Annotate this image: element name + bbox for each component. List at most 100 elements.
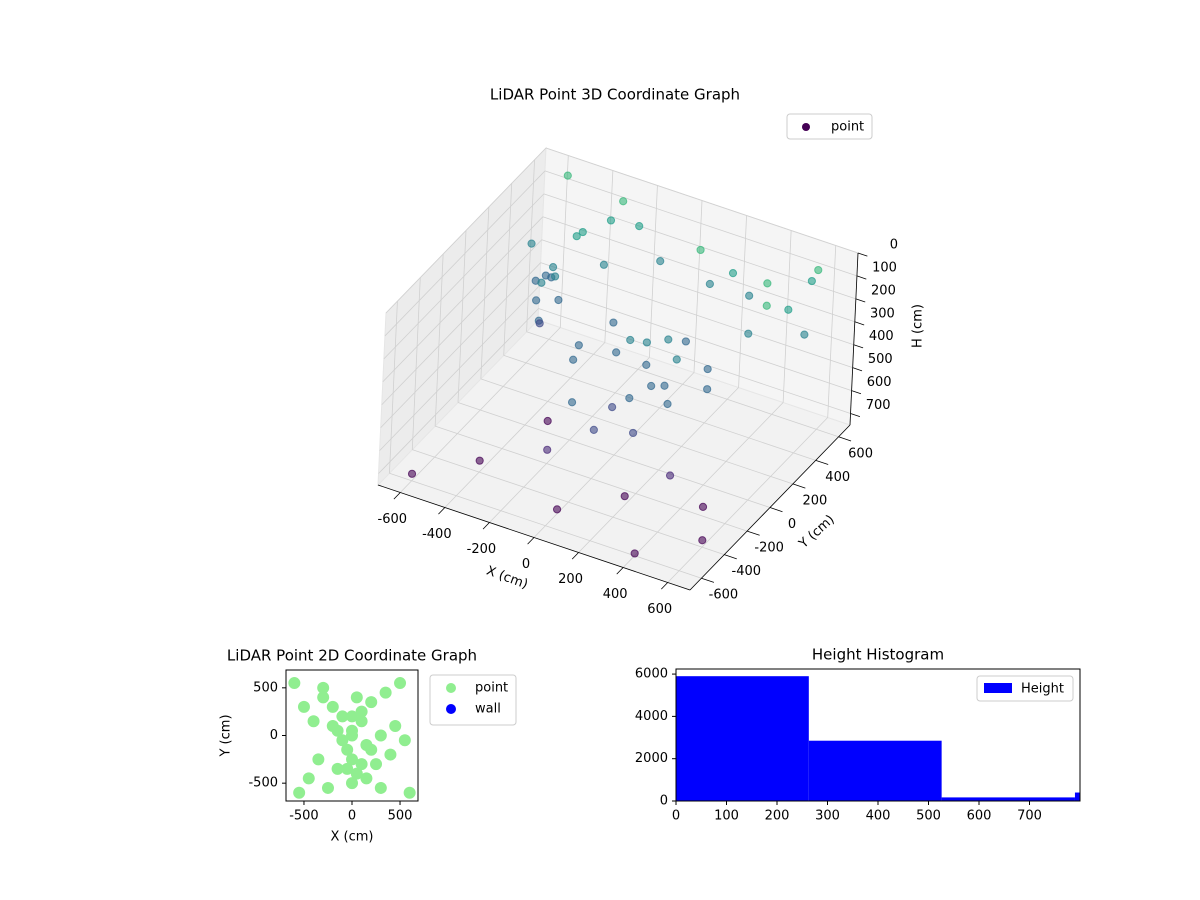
y-tick-label: 200: [802, 493, 827, 508]
grid-line: [379, 285, 540, 451]
x-tick-label: 500: [388, 809, 413, 824]
point: [532, 296, 541, 305]
y-tick: [792, 483, 806, 489]
point: [663, 399, 672, 409]
y-tick-label: -500: [248, 776, 278, 791]
point: [698, 536, 707, 545]
point: [407, 469, 417, 478]
z-tick: [854, 321, 865, 326]
point: [346, 777, 358, 790]
point: [814, 265, 823, 275]
grid-line: [542, 216, 855, 323]
y-tick-label: -600: [709, 588, 739, 603]
grid-line: [382, 216, 544, 383]
y-tick-label: 0: [270, 728, 278, 743]
grid-line: [538, 308, 851, 414]
point: [346, 729, 358, 742]
point: [681, 337, 690, 346]
x-tick-label: 600: [967, 809, 992, 824]
grid-line: [384, 170, 546, 337]
y-tick: [769, 507, 783, 513]
grid-line: [604, 170, 614, 343]
point: [535, 319, 544, 328]
x-tick: [571, 552, 579, 560]
point: [578, 227, 587, 237]
grid-line: [544, 170, 858, 277]
legend-marker: [446, 704, 456, 714]
x-tick-label: 500: [916, 809, 941, 824]
point: [642, 360, 651, 369]
z-tick-label: 500: [868, 352, 893, 367]
z-tick-label: 700: [866, 398, 891, 413]
point: [660, 381, 669, 390]
x-tick-label: -200: [467, 542, 497, 557]
point: [346, 710, 358, 723]
z-axis-label: H (cm): [911, 304, 926, 348]
point: [331, 762, 344, 775]
point: [321, 781, 334, 794]
point: [572, 232, 581, 241]
point: [665, 471, 675, 480]
y-tick: [838, 436, 852, 442]
point: [630, 549, 639, 558]
point: [552, 505, 562, 514]
point: [628, 428, 638, 438]
grid-line: [412, 449, 725, 556]
y-tick-label: 0: [660, 794, 668, 809]
z-tick: [856, 275, 867, 280]
x-tick-label: 300: [815, 809, 840, 824]
point: [341, 743, 354, 756]
x-tick-label: -600: [378, 512, 408, 527]
x-tick-label: 0: [672, 809, 680, 824]
point: [302, 772, 315, 785]
point: [762, 301, 771, 310]
point: [288, 677, 301, 690]
point: [527, 239, 536, 248]
grid-line: [381, 239, 543, 406]
x-tick: [527, 537, 535, 545]
point: [574, 341, 583, 350]
grid-line: [545, 147, 859, 254]
grid-line: [540, 262, 853, 369]
chart-title: LiDAR Point 2D Coordinate Graph: [227, 647, 477, 665]
y-tick: [724, 554, 737, 560]
point: [331, 724, 344, 737]
point: [293, 786, 306, 799]
bar: [941, 797, 1075, 801]
point: [317, 681, 330, 694]
z-tick: [850, 413, 861, 418]
point: [642, 338, 651, 347]
grid-line: [457, 402, 771, 508]
y-tick-label: 6000: [635, 667, 668, 682]
y-tick-label: 4000: [635, 709, 668, 724]
z-tick: [851, 390, 862, 395]
z-tick: [857, 252, 868, 257]
x-tick-label: 400: [603, 587, 628, 602]
z-tick-label: 100: [872, 260, 897, 275]
point: [705, 279, 714, 289]
y-axis-line: [689, 424, 851, 591]
grid-line: [693, 200, 703, 373]
grid-line: [434, 254, 444, 427]
point: [379, 686, 392, 699]
point: [355, 705, 368, 718]
point: [703, 364, 712, 374]
point: [326, 700, 339, 713]
z-tick-label: 400: [869, 329, 894, 344]
point: [355, 715, 368, 728]
z-tick-label: 600: [867, 375, 892, 390]
point: [625, 393, 634, 403]
grid-line: [389, 472, 702, 579]
point: [350, 767, 363, 780]
x-tick: [482, 522, 490, 530]
point: [763, 279, 772, 288]
point: [543, 416, 552, 426]
grid-line: [541, 239, 854, 346]
z-axis-line: [849, 252, 859, 426]
x-tick-label: -500: [289, 809, 319, 824]
point: [609, 318, 618, 327]
point: [656, 257, 665, 266]
point: [341, 762, 354, 775]
point: [745, 291, 754, 300]
